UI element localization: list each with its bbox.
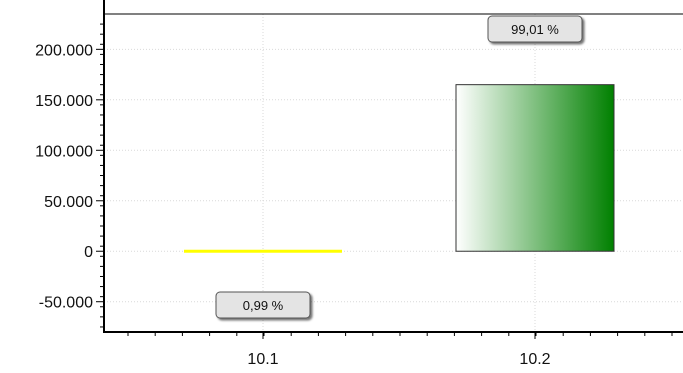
data-label-box <box>487 15 583 43</box>
x-tick-label: 10.2 <box>519 351 550 368</box>
data-label-box <box>215 291 311 319</box>
bars <box>184 84 615 253</box>
y-tick-label: 100.000 <box>35 143 93 160</box>
x-tick-label: 10.1 <box>247 351 278 368</box>
data-labels: 0,99 % 99,01 % <box>215 15 583 319</box>
x-axis-ticks: 10.1 10.2 <box>127 332 673 368</box>
data-label-text: 0,99 % <box>243 298 284 313</box>
data-label-text: 99,01 % <box>511 22 559 37</box>
axes <box>103 0 683 333</box>
data-label: 0,99 % <box>215 291 311 319</box>
y-tick-label: 200.000 <box>35 42 93 59</box>
bar-10-2 <box>455 84 615 252</box>
data-label: 99,01 % <box>487 15 583 43</box>
y-axis-ticks: -50.000 0 50.000 100.000 150.000 200.000 <box>35 23 104 328</box>
y-tick-label: 0 <box>84 244 93 261</box>
y-tick-label: 150.000 <box>35 93 93 110</box>
y-tick-label: 50.000 <box>44 194 93 211</box>
bar-10-1 <box>184 249 342 253</box>
y-tick-label: -50.000 <box>39 295 93 312</box>
